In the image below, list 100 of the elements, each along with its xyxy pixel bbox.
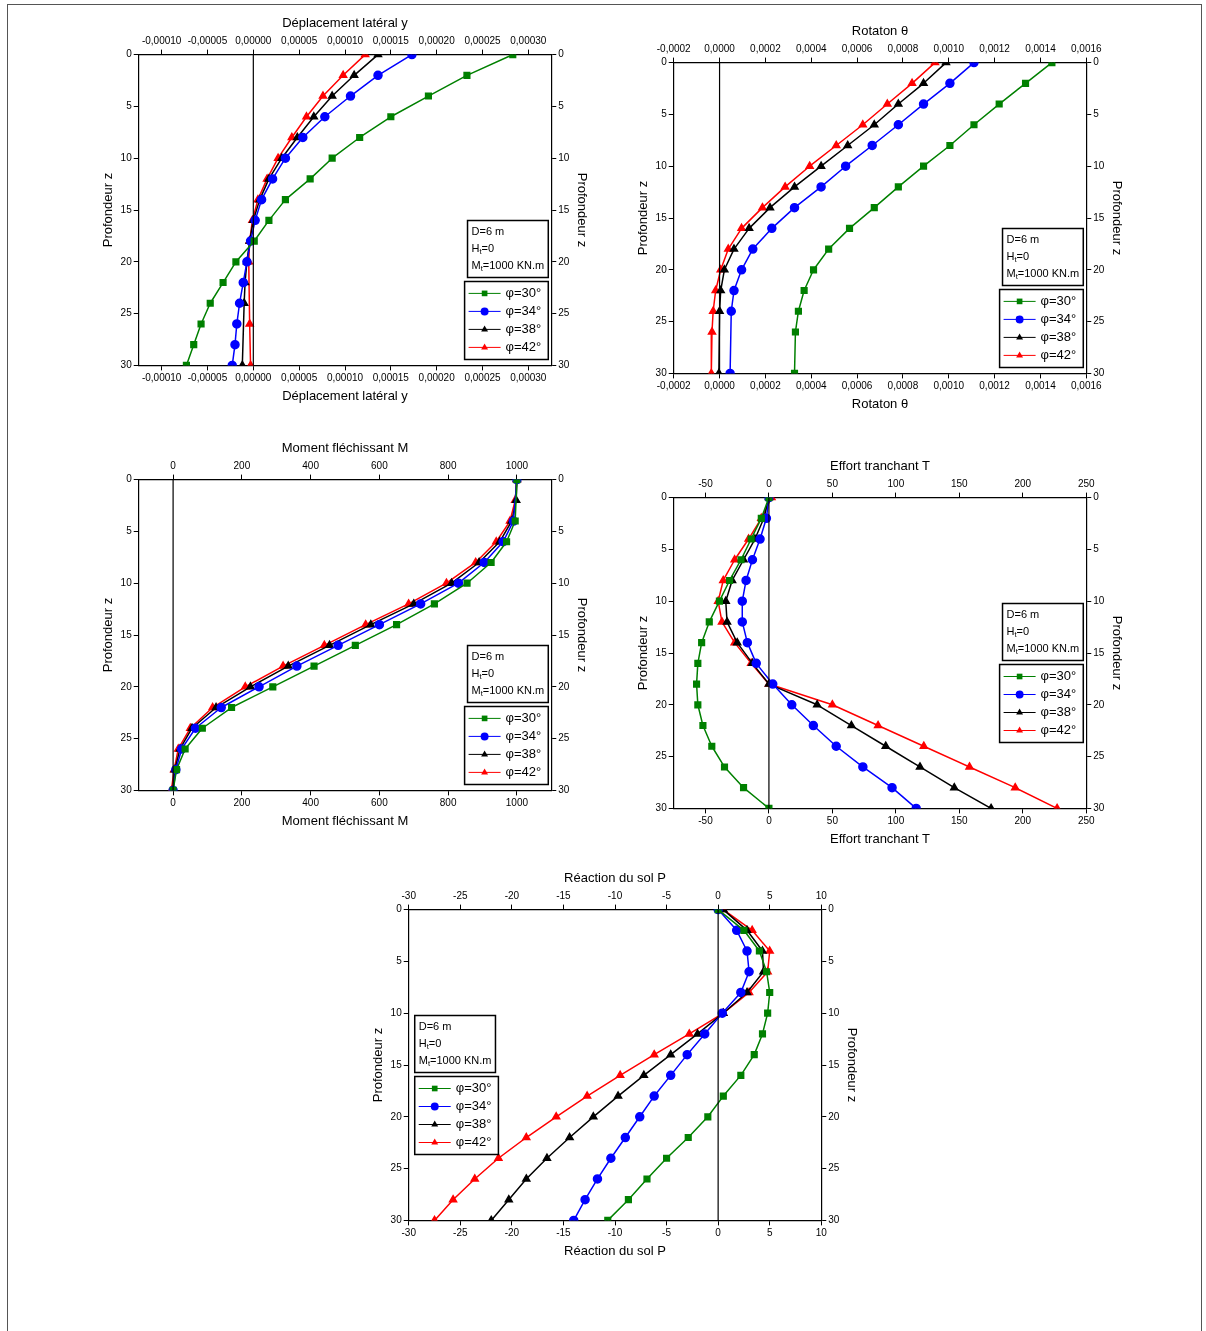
y-tick-label: 10 — [120, 151, 133, 163]
y2-tick-label: 30 — [558, 784, 570, 796]
y2-tick-label: 5 — [828, 955, 835, 967]
x-tick-label: -25 — [453, 1227, 468, 1239]
x-tick-label: 200 — [1014, 815, 1032, 827]
x-tick-label: 150 — [950, 815, 969, 827]
x-tick-label: 400 — [302, 797, 320, 809]
y-tick-label: 5 — [661, 543, 668, 555]
x-tick-label: -20 — [504, 1227, 520, 1239]
annotation: D=6 m — [418, 1020, 452, 1033]
y2-tick-label: 30 — [1093, 802, 1105, 814]
legend-label: φ=38° — [505, 320, 542, 336]
y2-tick-label: 30 — [558, 359, 570, 371]
x-tick-label: -5 — [662, 1227, 672, 1239]
y-tick-label: 30 — [655, 802, 668, 814]
y2-tick-label: 10 — [1093, 159, 1105, 171]
legend-label: φ=30° — [1040, 292, 1077, 308]
x-tick-label: 0 — [170, 797, 177, 809]
y-tick-label: 0 — [661, 491, 668, 503]
legend-label: φ=30° — [505, 284, 542, 300]
y2-tick-label: 0 — [1093, 56, 1100, 68]
y-tick-label: 20 — [655, 263, 668, 275]
y2-axis-title: Profondeur z — [574, 597, 590, 673]
y2-tick-label: 25 — [1093, 750, 1105, 762]
x-tick-label: 0,00000 — [235, 372, 272, 384]
x-tick-label: -0,00010 — [141, 372, 182, 384]
y2-tick-label: 15 — [828, 1058, 840, 1070]
x2-tick-label: -0,0002 — [656, 43, 692, 55]
x2-tick-label: 0,00005 — [281, 35, 318, 47]
y2-tick-label: 20 — [558, 680, 570, 692]
x2-tick-label: 0 — [766, 478, 773, 490]
x2-tick-label: 0,00030 — [510, 35, 547, 47]
x-tick-label: 0,00015 — [372, 372, 410, 384]
y2-tick-label: 20 — [1093, 263, 1105, 275]
x2-tick-label: -0,00010 — [141, 35, 182, 47]
y-tick-label: 10 — [390, 1006, 403, 1018]
y-tick-label: 30 — [120, 359, 133, 371]
y2-axis-title: Profondeur z — [1109, 615, 1125, 691]
x2-tick-label: 0,0012 — [979, 43, 1011, 55]
x2-axis-title: Déplacement latéral y — [282, 15, 409, 31]
y-tick-label: 5 — [396, 955, 403, 967]
y-tick-label: 25 — [120, 732, 133, 744]
x-tick-label: 200 — [233, 797, 251, 809]
y-tick-label: 15 — [120, 203, 133, 215]
y-tick-label: 10 — [120, 576, 133, 588]
x2-tick-label: 600 — [371, 460, 389, 472]
legend-label: φ=42° — [505, 763, 542, 779]
x-tick-label: 5 — [766, 1227, 773, 1239]
y-tick-label: 30 — [120, 784, 133, 796]
y-tick-label: 15 — [390, 1058, 403, 1070]
y2-tick-label: 15 — [1093, 646, 1105, 658]
y2-tick-label: 25 — [828, 1162, 840, 1174]
x-tick-label: 0,00030 — [510, 372, 547, 384]
x-tick-label: 10 — [815, 1227, 828, 1239]
x-tick-label: -0,0002 — [656, 380, 692, 392]
x2-tick-label: 10 — [815, 890, 828, 902]
y2-tick-label: 0 — [828, 903, 835, 915]
y-tick-label: 20 — [655, 698, 668, 710]
y2-tick-label: 10 — [1093, 594, 1105, 606]
x-tick-label: 0,0012 — [979, 380, 1011, 392]
y-axis-title: Profondeur z — [635, 615, 651, 691]
y2-tick-label: 10 — [558, 151, 570, 163]
x2-tick-label: -15 — [556, 890, 572, 902]
x2-tick-label: 50 — [826, 478, 839, 490]
x-tick-label: -50 — [698, 815, 714, 827]
x2-tick-label: 250 — [1077, 478, 1096, 490]
legend-label: φ=30° — [1040, 668, 1077, 684]
y2-tick-label: 0 — [1093, 491, 1100, 503]
y-tick-label: 25 — [120, 307, 133, 319]
x2-tick-label: 0,0006 — [841, 43, 873, 55]
x2-tick-label: 0,00020 — [418, 35, 456, 47]
x2-tick-label: 0,00000 — [235, 35, 272, 47]
legend-label: φ=34° — [1040, 310, 1077, 326]
x-axis-title: Réaction du sol P — [564, 1242, 666, 1258]
x-axis-title: Déplacement latéral y — [282, 387, 409, 403]
y2-axis-title: Profondeur z — [1109, 180, 1125, 256]
y2-tick-label: 20 — [828, 1110, 840, 1122]
y-tick-label: 25 — [655, 315, 668, 327]
y2-tick-label: 25 — [558, 732, 570, 744]
legend-label: φ=38° — [505, 745, 542, 761]
x-tick-label: -30 — [401, 1227, 417, 1239]
legend-label: φ=42° — [505, 338, 542, 354]
x2-axis-title: Rotaton θ — [851, 23, 909, 39]
y-axis-title: Profondeur z — [635, 180, 651, 256]
x2-tick-label: 0,00015 — [372, 35, 410, 47]
x-tick-label: 0,0016 — [1070, 380, 1102, 392]
x-tick-label: -10 — [607, 1227, 623, 1239]
x-tick-label: -0,00005 — [187, 372, 228, 384]
x-axis-title: Rotaton θ — [851, 395, 909, 411]
legend-label: φ=34° — [505, 727, 542, 743]
y-tick-label: 30 — [655, 367, 668, 379]
x-axis-title: Moment fléchissant M — [281, 812, 409, 828]
x-tick-label: 600 — [371, 797, 389, 809]
y2-tick-label: 5 — [558, 100, 565, 112]
x2-tick-label: 200 — [1014, 478, 1032, 490]
x-tick-label: 0,00005 — [281, 372, 318, 384]
y-tick-label: 5 — [661, 108, 668, 120]
x2-tick-label: 150 — [950, 478, 969, 490]
y2-axis-title: Profondeur z — [844, 1027, 860, 1103]
x-tick-label: 0,00020 — [418, 372, 456, 384]
